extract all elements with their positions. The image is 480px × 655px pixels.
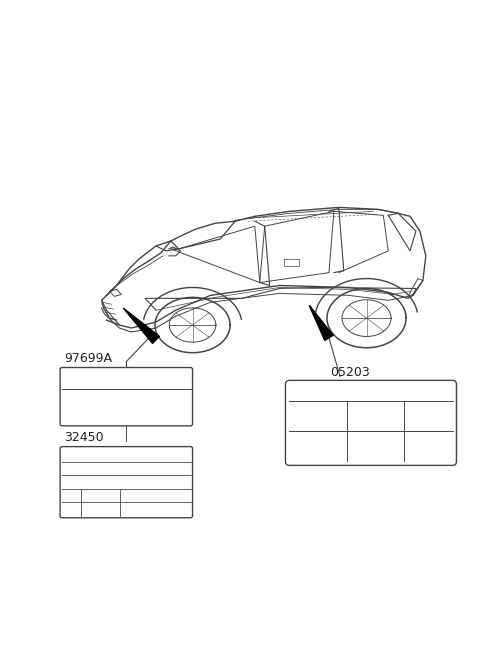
FancyBboxPatch shape	[286, 381, 456, 466]
Text: 05203: 05203	[330, 366, 370, 379]
Polygon shape	[123, 309, 159, 343]
FancyBboxPatch shape	[60, 447, 192, 517]
Text: 97699A: 97699A	[64, 352, 112, 365]
Text: 32450: 32450	[64, 431, 104, 443]
Polygon shape	[309, 305, 333, 341]
FancyBboxPatch shape	[60, 367, 192, 426]
